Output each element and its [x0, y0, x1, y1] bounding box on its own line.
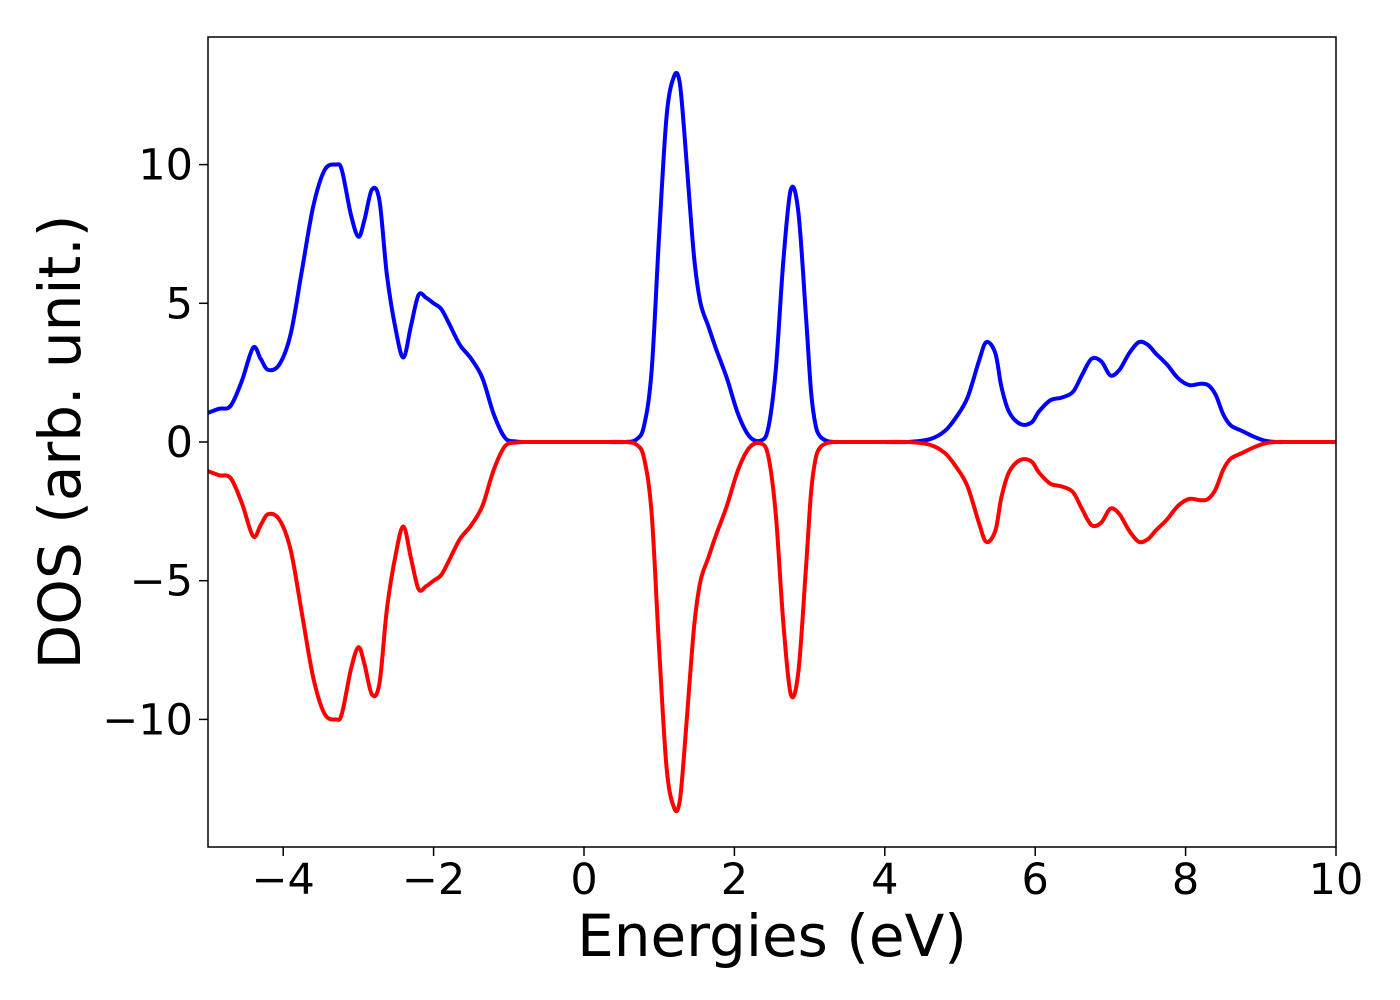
series-line-blue	[208, 70, 1336, 445]
x-tick-label: 8	[1172, 855, 1199, 905]
y-tick-label: −5	[130, 557, 193, 607]
y-tick-label: 5	[166, 279, 193, 329]
x-axis-ticks: −4 −2 0 2 4 6 8 10	[252, 847, 1364, 905]
y-axis-label: DOS (arb. unit.)	[26, 215, 94, 670]
x-tick-label: 2	[721, 855, 748, 905]
x-tick-label: 10	[1309, 855, 1364, 905]
x-tick-label: 0	[570, 855, 597, 905]
x-tick-label: −4	[252, 855, 315, 905]
y-axis-ticks: −10 −5 0 5 10	[102, 141, 208, 745]
x-axis-label: Energies (eV)	[577, 902, 967, 970]
series-layer	[208, 70, 1336, 814]
series-line-red	[208, 439, 1336, 814]
y-tick-label: 0	[166, 418, 193, 468]
plot-frame	[207, 36, 1337, 848]
x-tick-label: 6	[1022, 855, 1049, 905]
y-tick-label: 10	[138, 141, 193, 191]
y-tick-label: −10	[102, 695, 193, 745]
x-tick-label: −2	[402, 855, 465, 905]
x-tick-label: 4	[871, 855, 898, 905]
